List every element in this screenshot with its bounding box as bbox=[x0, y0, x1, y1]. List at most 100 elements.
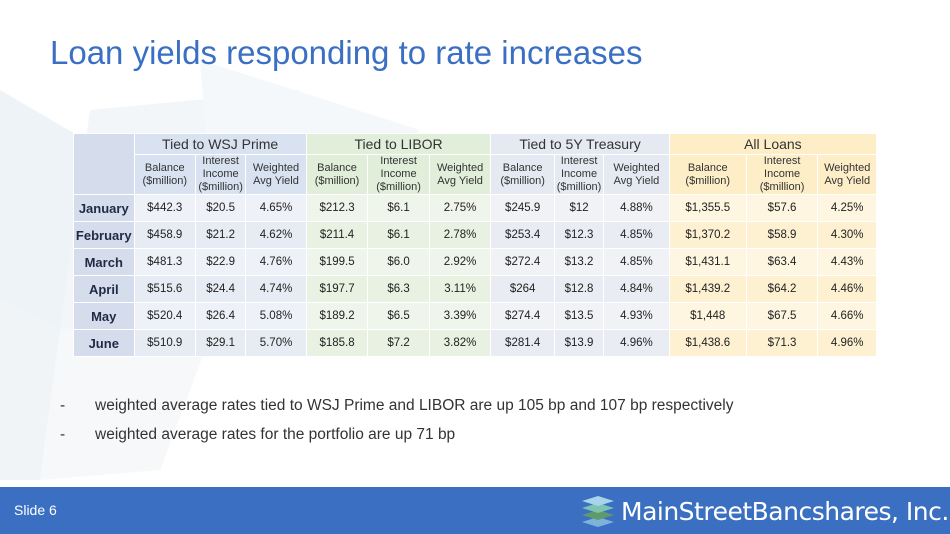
subheader-balance: Balance ($million) bbox=[668, 154, 747, 195]
cell-all-income: $67.5 bbox=[745, 302, 819, 330]
cell-treasury-yield: 4.84% bbox=[603, 275, 670, 303]
cell-treasury-balance: $281.4 bbox=[490, 329, 555, 357]
table-row: June $510.9 $29.1 5.70% $185.8 $7.2 3.82… bbox=[73, 329, 877, 357]
cell-treasury-yield: 4.85% bbox=[603, 248, 670, 276]
cell-wsj-income: $24.4 bbox=[195, 275, 247, 303]
slide-number: Slide 6 bbox=[14, 502, 57, 518]
bullet-dash: - bbox=[60, 426, 66, 443]
cell-wsj-yield: 5.08% bbox=[245, 302, 307, 330]
subheader-balance: Balance ($million) bbox=[133, 154, 197, 195]
cell-treasury-income: $12.8 bbox=[553, 275, 605, 303]
table-row: April $515.6 $24.4 4.74% $197.7 $6.3 3.1… bbox=[73, 275, 877, 303]
cell-treasury-yield: 4.96% bbox=[603, 329, 670, 357]
table-corner bbox=[73, 133, 135, 195]
cell-libor-yield: 2.75% bbox=[428, 194, 492, 222]
subheader-income: Interest Income ($million) bbox=[553, 154, 605, 195]
cell-treasury-yield: 4.85% bbox=[603, 221, 670, 249]
month-label: March bbox=[73, 248, 135, 276]
month-label: April bbox=[73, 275, 135, 303]
cell-libor-income: $6.0 bbox=[367, 248, 430, 276]
subheader-income: Interest Income ($million) bbox=[745, 154, 819, 195]
bullet-dash: - bbox=[60, 397, 66, 414]
cell-all-yield: 4.66% bbox=[817, 302, 877, 330]
group-header-all-loans: All Loans bbox=[668, 133, 878, 155]
cell-all-yield: 4.96% bbox=[817, 329, 877, 357]
cell-all-income: $64.2 bbox=[745, 275, 819, 303]
cell-wsj-balance: $515.6 bbox=[133, 275, 197, 303]
cell-libor-balance: $185.8 bbox=[305, 329, 369, 357]
cell-treasury-balance: $253.4 bbox=[490, 221, 555, 249]
cell-libor-income: $6.3 bbox=[367, 275, 430, 303]
cell-libor-balance: $212.3 bbox=[305, 194, 369, 222]
cell-wsj-balance: $481.3 bbox=[133, 248, 197, 276]
table-row: January $442.3 $20.5 4.65% $212.3 $6.1 2… bbox=[73, 194, 877, 222]
cell-wsj-income: $22.9 bbox=[195, 248, 247, 276]
company-name: MainStreetBancshares, Inc. bbox=[621, 496, 949, 526]
cell-wsj-balance: $510.9 bbox=[133, 329, 197, 357]
cell-wsj-income: $29.1 bbox=[195, 329, 247, 357]
cell-all-balance: $1,448 bbox=[668, 302, 747, 330]
cell-wsj-yield: 4.62% bbox=[245, 221, 307, 249]
cell-all-balance: $1,355.5 bbox=[668, 194, 747, 222]
cell-libor-balance: $197.7 bbox=[305, 275, 369, 303]
cell-libor-income: $6.1 bbox=[367, 194, 430, 222]
cell-libor-yield: 3.82% bbox=[428, 329, 492, 357]
cell-all-income: $63.4 bbox=[745, 248, 819, 276]
cell-wsj-yield: 4.74% bbox=[245, 275, 307, 303]
cell-libor-balance: $211.4 bbox=[305, 221, 369, 249]
cell-all-income: $57.6 bbox=[745, 194, 819, 222]
cell-wsj-yield: 5.70% bbox=[245, 329, 307, 357]
cell-treasury-income: $13.2 bbox=[553, 248, 605, 276]
subheader-yield: Weighted Avg Yield bbox=[817, 154, 877, 195]
footer-bar: Slide 6 MainStreetBancshares, Inc. bbox=[0, 487, 950, 534]
cell-wsj-yield: 4.65% bbox=[245, 194, 307, 222]
cell-all-balance: $1,439.2 bbox=[668, 275, 747, 303]
cell-all-yield: 4.46% bbox=[817, 275, 877, 303]
cell-treasury-balance: $274.4 bbox=[490, 302, 555, 330]
cell-treasury-balance: $264 bbox=[490, 275, 555, 303]
cell-libor-yield: 2.92% bbox=[428, 248, 492, 276]
cell-libor-balance: $199.5 bbox=[305, 248, 369, 276]
subheader-income: Interest Income ($million) bbox=[367, 154, 430, 195]
month-label: January bbox=[73, 194, 135, 222]
cell-treasury-income: $12 bbox=[553, 194, 605, 222]
subheader-yield: Weighted Avg Yield bbox=[428, 154, 492, 195]
cell-libor-income: $7.2 bbox=[367, 329, 430, 357]
cell-all-balance: $1,431.1 bbox=[668, 248, 747, 276]
table-row: May $520.4 $26.4 5.08% $189.2 $6.5 3.39%… bbox=[73, 302, 877, 330]
bullet-item: - weighted average rates for the portfol… bbox=[60, 426, 733, 455]
cell-treasury-balance: $272.4 bbox=[490, 248, 555, 276]
cell-all-income: $71.3 bbox=[745, 329, 819, 357]
subheader-yield: Weighted Avg Yield bbox=[603, 154, 670, 195]
cell-treasury-income: $12.3 bbox=[553, 221, 605, 249]
group-header-treasury: Tied to 5Y Treasury bbox=[490, 133, 670, 155]
cell-wsj-balance: $520.4 bbox=[133, 302, 197, 330]
cell-all-income: $58.9 bbox=[745, 221, 819, 249]
cell-libor-yield: 3.11% bbox=[428, 275, 492, 303]
cell-all-yield: 4.25% bbox=[817, 194, 877, 222]
bullet-text: weighted average rates tied to WSJ Prime… bbox=[95, 397, 734, 414]
page-title: Loan yields responding to rate increases bbox=[50, 34, 643, 71]
cell-wsj-yield: 4.76% bbox=[245, 248, 307, 276]
cell-wsj-balance: $458.9 bbox=[133, 221, 197, 249]
table-row: February $458.9 $21.2 4.62% $211.4 $6.1 … bbox=[73, 221, 877, 249]
subheader-balance: Balance ($million) bbox=[490, 154, 555, 195]
month-label: May bbox=[73, 302, 135, 330]
bullet-item: - weighted average rates tied to WSJ Pri… bbox=[60, 397, 733, 426]
cell-all-balance: $1,438.6 bbox=[668, 329, 747, 357]
cell-all-balance: $1,370.2 bbox=[668, 221, 747, 249]
subheader-income: Interest Income ($million) bbox=[195, 154, 247, 195]
cell-treasury-income: $13.9 bbox=[553, 329, 605, 357]
cell-treasury-yield: 4.88% bbox=[603, 194, 670, 222]
bullet-text: weighted average rates for the portfolio… bbox=[95, 426, 456, 443]
month-label: February bbox=[73, 221, 135, 249]
cell-libor-income: $6.5 bbox=[367, 302, 430, 330]
layered-stack-icon bbox=[582, 496, 614, 527]
cell-libor-balance: $189.2 bbox=[305, 302, 369, 330]
cell-libor-yield: 3.39% bbox=[428, 302, 492, 330]
cell-wsj-income: $20.5 bbox=[195, 194, 247, 222]
cell-wsj-income: $21.2 bbox=[195, 221, 247, 249]
cell-wsj-income: $26.4 bbox=[195, 302, 247, 330]
cell-treasury-income: $13.5 bbox=[553, 302, 605, 330]
bullet-list: - weighted average rates tied to WSJ Pri… bbox=[60, 397, 733, 455]
